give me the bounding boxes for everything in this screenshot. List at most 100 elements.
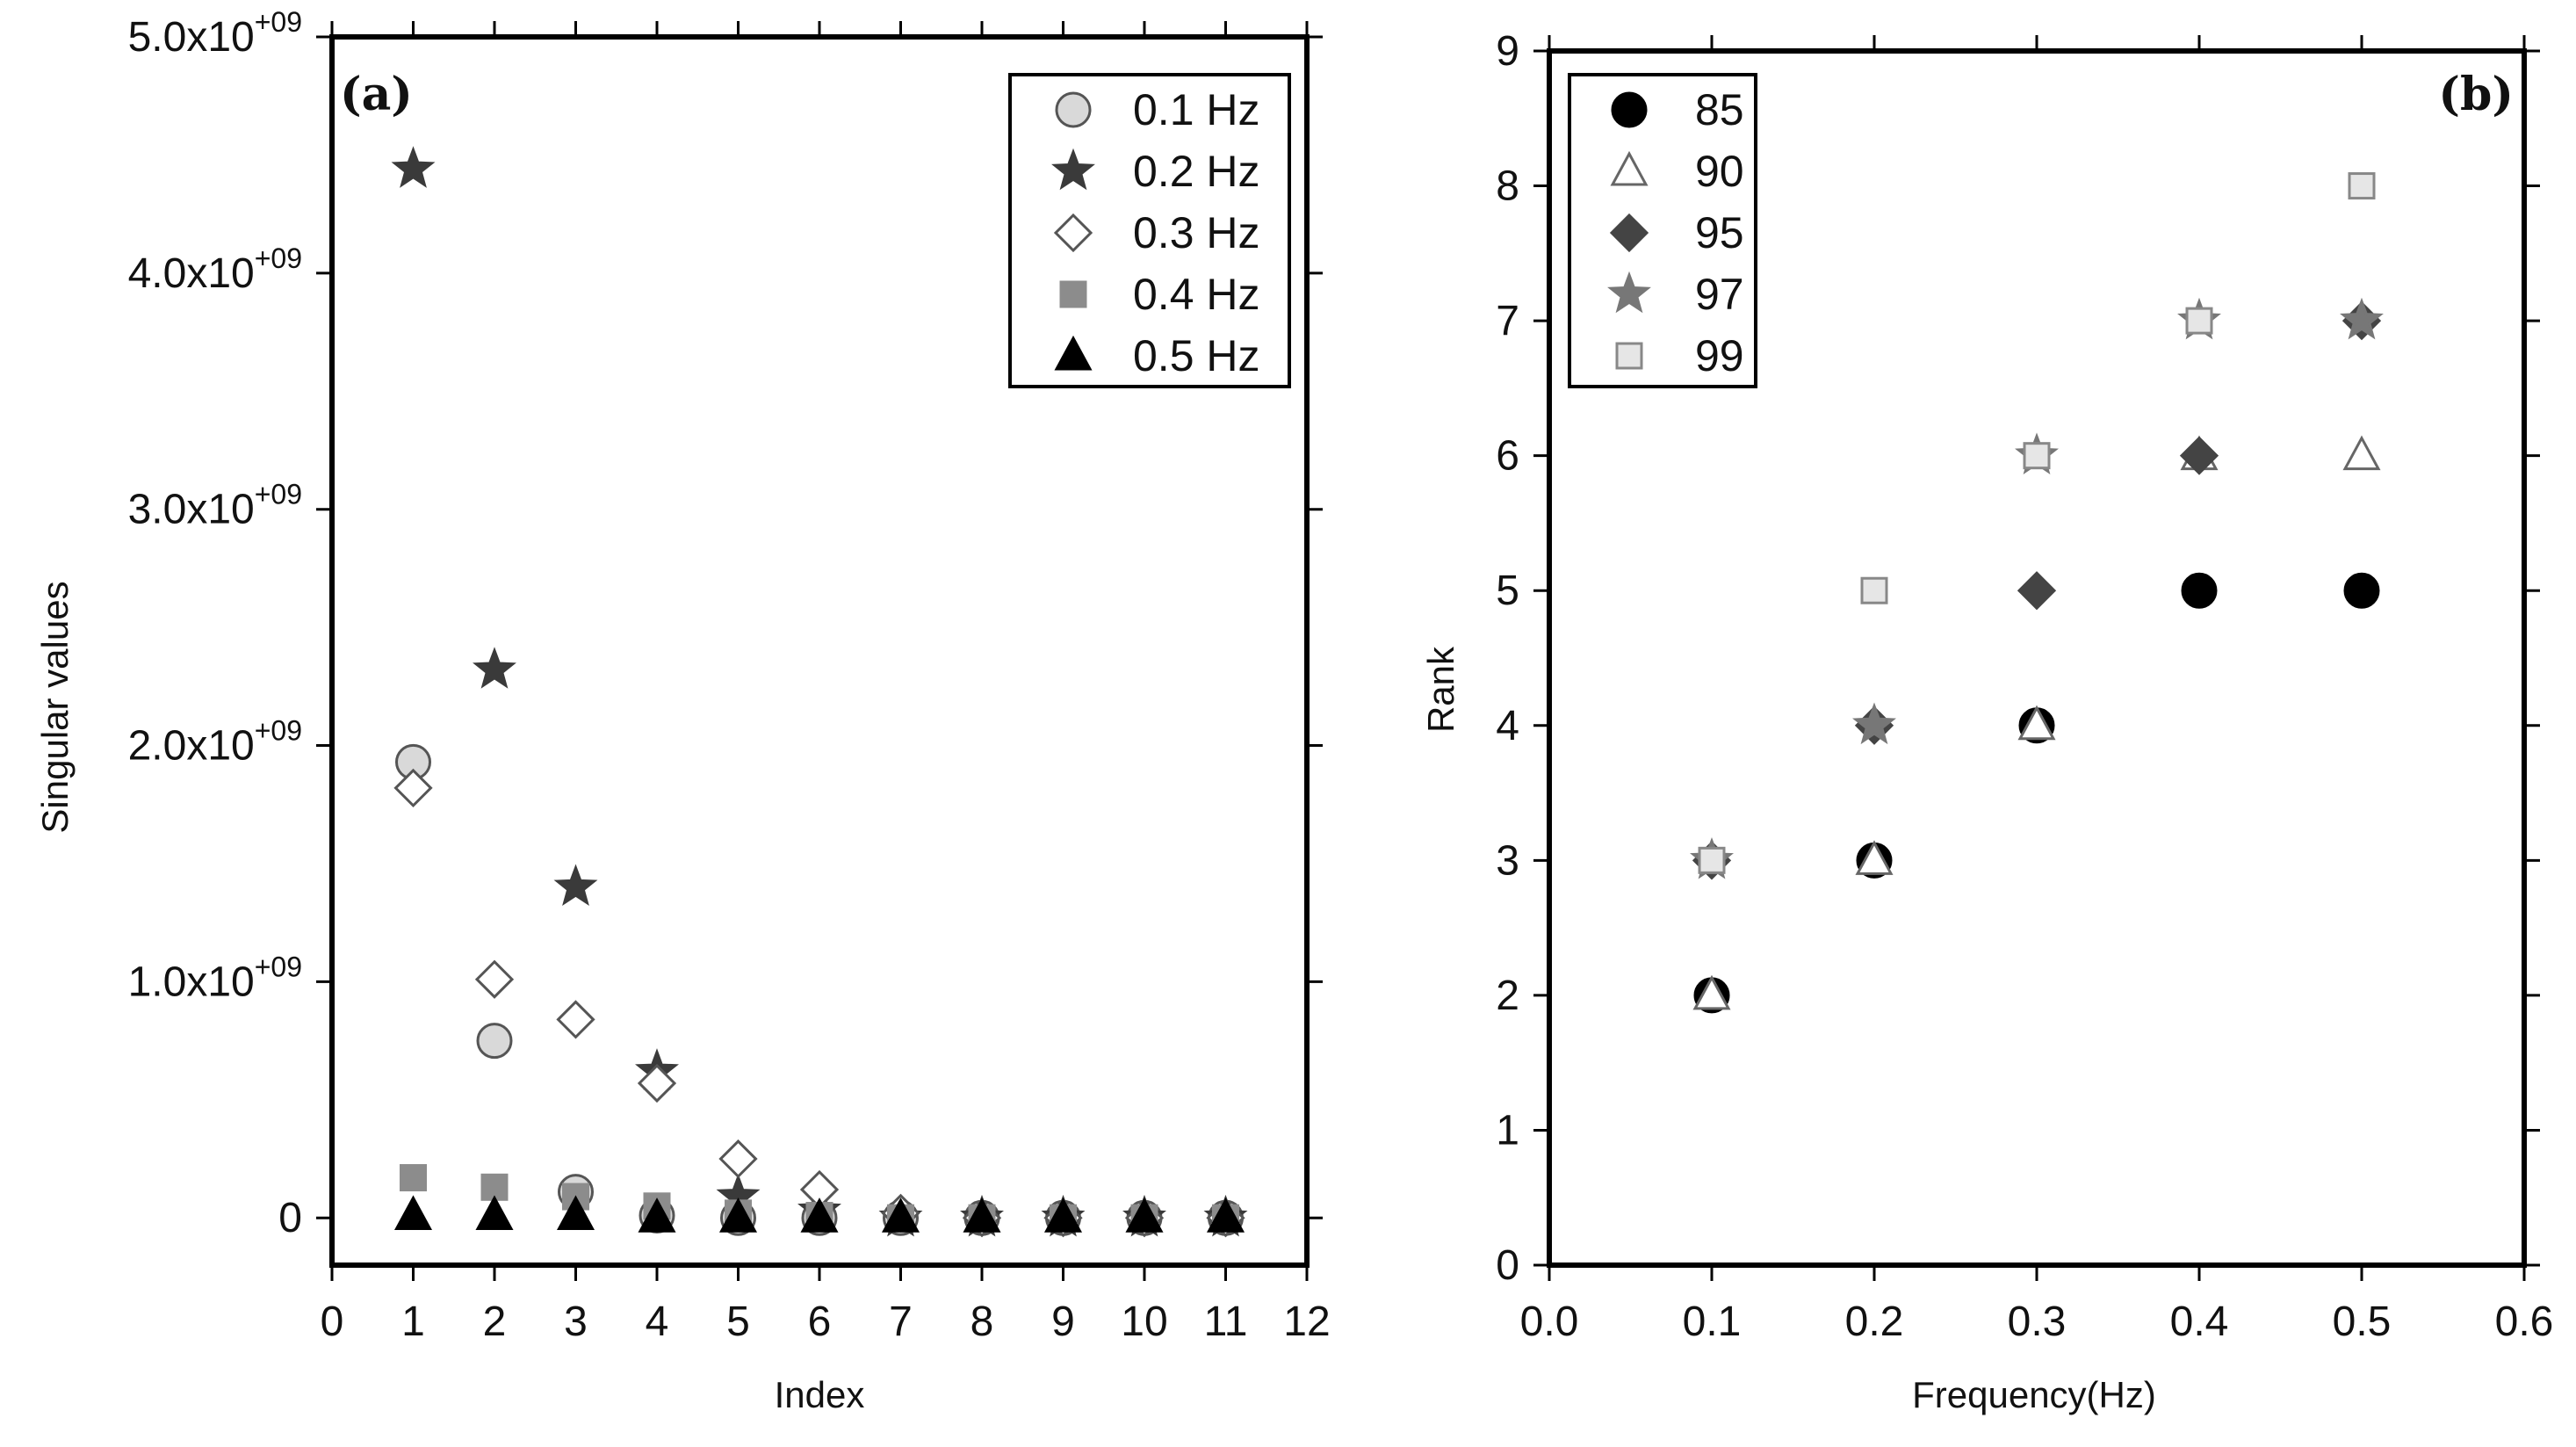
x-tick-label: 0.3 <box>2008 1299 2067 1345</box>
x-tick-label: 7 <box>889 1299 913 1345</box>
series-0.1-Hz <box>395 743 1244 1236</box>
legend-label: 0.3 Hz <box>1133 208 1260 257</box>
data-point <box>1855 840 1894 875</box>
data-point <box>2340 297 2384 340</box>
chart-panel-b: (b) Frequency(Hz) Rank 0.0 0.1 0.2 0.3 0.4 0.… <box>1420 28 2553 1415</box>
x-tick-label: 8 <box>971 1299 994 1345</box>
x-tick-label: 12 <box>1283 1299 1330 1345</box>
x-tick-label: 1 <box>401 1299 425 1345</box>
y-axis-label-a: Singular values <box>34 581 76 833</box>
data-point <box>393 1195 433 1231</box>
x-tick-label: 0.4 <box>2170 1299 2229 1345</box>
x-tick-label: 5 <box>726 1299 750 1345</box>
legend-marker <box>1053 213 1093 253</box>
legend-label: 0.4 Hz <box>1133 270 1260 319</box>
data-point <box>400 1164 427 1192</box>
data-point <box>474 959 515 999</box>
chart-panel-a: (a) Index Singular values 0 1 2 3 4 5 6 7 8 9 10 11… <box>34 6 1331 1415</box>
x-tick-label: 2 <box>483 1299 507 1345</box>
x-tick-label: 0.5 <box>2333 1299 2392 1345</box>
series-0.5-Hz <box>393 1195 1245 1233</box>
legend-marker <box>1609 213 1649 253</box>
data-point <box>556 1000 595 1039</box>
data-point <box>2023 442 2051 470</box>
data-point <box>2185 307 2213 335</box>
legend-label: 0.1 Hz <box>1133 85 1260 134</box>
data-point <box>556 1195 595 1231</box>
legend-marker <box>1615 342 1643 370</box>
data-point <box>2017 571 2057 611</box>
legend-label: 85 <box>1695 85 1744 134</box>
legend-marker <box>1611 91 1648 128</box>
data-point <box>2342 435 2381 471</box>
data-point <box>800 1197 839 1233</box>
data-point <box>963 1197 1001 1233</box>
data-point <box>2343 572 2380 609</box>
data-point <box>2179 436 2219 475</box>
x-axis-label-a: Index <box>775 1374 865 1415</box>
data-point <box>2348 172 2376 200</box>
data-point <box>638 1197 676 1233</box>
y-tick-label: 3.0x10+09 <box>128 479 302 533</box>
y-tick-label: 5.0x10+09 <box>128 6 302 61</box>
legend-marker <box>1054 335 1093 371</box>
legend-marker <box>1055 91 1092 128</box>
data-point <box>1852 702 1896 745</box>
legend: 0.1 Hz 0.2 Hz 0.3 Hz 0.4 Hz 0.5 Hz <box>1008 73 1291 388</box>
x-tick-label: 0.1 <box>1683 1299 1742 1345</box>
data-point <box>1043 1197 1083 1233</box>
y-tick-label: 6 <box>1496 433 1519 480</box>
y-tick-label: 7 <box>1496 298 1519 344</box>
series-99 <box>1698 172 2376 874</box>
legend-box <box>1568 73 1757 388</box>
y-tick-label: 8 <box>1496 163 1519 210</box>
data-point <box>1125 1197 1164 1233</box>
legend-marker <box>1059 280 1087 308</box>
legend: 85 90 95 97 99 <box>1568 73 1757 388</box>
legend-label: 0.5 Hz <box>1133 331 1260 380</box>
data-point <box>718 1197 758 1233</box>
data-point <box>473 647 516 689</box>
data-point <box>475 1195 514 1231</box>
x-tick-label: 0.0 <box>1520 1299 1579 1345</box>
y-axis-label-b: Rank <box>1420 646 1461 733</box>
y-tick-label: 3 <box>1496 837 1519 884</box>
legend-label: 99 <box>1695 331 1744 380</box>
data-point <box>1206 1197 1245 1233</box>
data-point <box>553 864 598 907</box>
x-tick-label: 4 <box>646 1299 669 1345</box>
x-tick-label: 11 <box>1204 1299 1248 1345</box>
y-tick-label: 0 <box>278 1195 302 1241</box>
panel-label-a: (a) <box>340 68 413 121</box>
y-tick-label: 1 <box>1496 1107 1519 1154</box>
data-point <box>637 1063 677 1103</box>
x-tick-label: 10 <box>1121 1299 1167 1345</box>
data-point <box>2017 705 2056 741</box>
y-tick-label: 2 <box>1496 973 1519 1019</box>
y-tick-label: 4 <box>1496 703 1519 749</box>
y-tick-label: 9 <box>1496 28 1519 75</box>
y-tick-label: 5 <box>1496 568 1519 614</box>
data-point <box>718 1139 758 1179</box>
data-point <box>476 1023 513 1060</box>
data-point <box>1698 846 1726 874</box>
legend-marker <box>1607 271 1651 314</box>
data-point <box>391 146 436 188</box>
legend-label: 0.2 Hz <box>1133 147 1260 196</box>
x-tick-label: 0 <box>321 1299 344 1345</box>
legend-label: 95 <box>1695 208 1744 257</box>
legend-marker <box>1610 150 1649 186</box>
series-85 <box>1693 572 2380 1014</box>
panel-label-b: (b) <box>2438 68 2514 121</box>
y-tick-label: 1.0x10+09 <box>128 951 302 1005</box>
x-tick-label: 0.2 <box>1845 1299 1904 1345</box>
series-0.3-Hz <box>393 768 1245 1238</box>
series-90 <box>1692 435 2381 1010</box>
legend-label: 97 <box>1695 270 1744 319</box>
y-tick-label: 4.0x10+09 <box>128 242 302 297</box>
y-tick-label: 2.0x10+09 <box>128 715 302 770</box>
series-95 <box>1692 300 2382 880</box>
data-point <box>2181 572 2218 609</box>
legend-label: 90 <box>1695 147 1744 196</box>
data-point <box>393 768 433 808</box>
